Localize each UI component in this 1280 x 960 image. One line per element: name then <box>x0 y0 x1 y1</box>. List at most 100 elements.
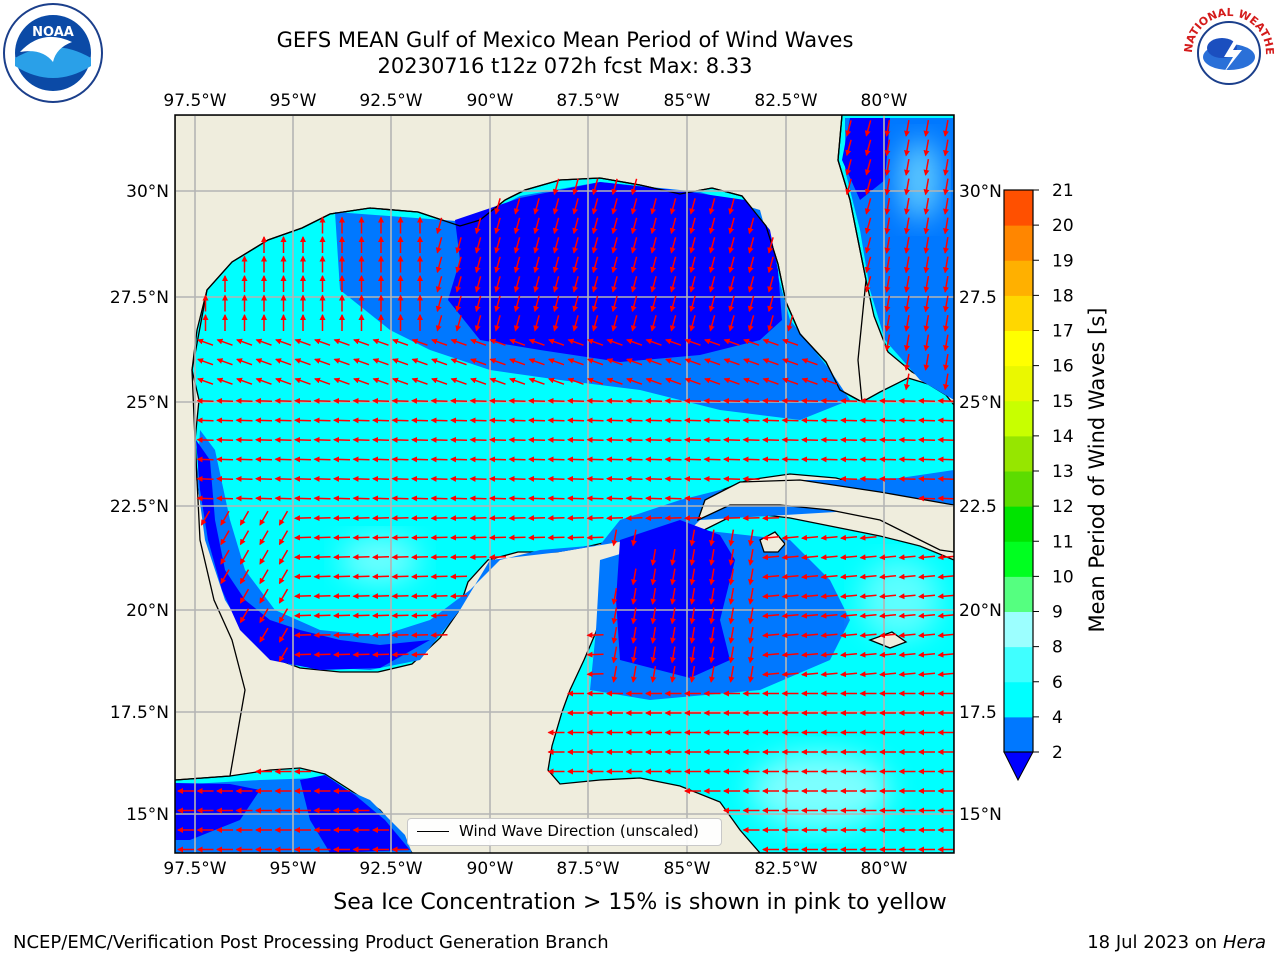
wave-direction-arrow <box>898 612 916 619</box>
wave-direction-arrow <box>430 456 448 463</box>
wave-direction-arrow <box>469 397 487 404</box>
lon-tick-bottom-1: 95°W <box>270 859 317 879</box>
wave-direction-arrow <box>747 295 755 313</box>
wave-direction-arrow <box>723 377 740 385</box>
wave-direction-arrow <box>352 397 370 404</box>
wave-direction-arrow <box>372 651 390 658</box>
wave-direction-arrow <box>372 632 390 639</box>
wave-direction-arrow <box>723 515 741 522</box>
wave-direction-arrow <box>313 534 331 541</box>
wave-direction-arrow <box>313 436 331 443</box>
wave-direction-arrow <box>220 510 230 526</box>
wave-direction-arrow <box>884 295 891 313</box>
wave-direction-arrow <box>255 475 273 482</box>
wave-direction-arrow <box>728 276 735 293</box>
wave-direction-arrow <box>859 671 877 678</box>
wave-direction-arrow <box>898 456 916 463</box>
wave-direction-arrow <box>703 417 721 424</box>
wave-direction-arrow <box>567 377 584 385</box>
wave-direction-arrow <box>664 495 682 502</box>
wave-direction-arrow <box>591 256 599 274</box>
chart-title: GEFS MEAN Gulf of Mexico Mean Period of … <box>276 28 854 52</box>
wave-direction-arrow <box>469 475 487 482</box>
wave-direction-arrow <box>591 198 599 215</box>
colorbar-tick-label: 8 <box>1052 638 1063 658</box>
wave-direction-arrow <box>742 456 760 463</box>
wave-direction-arrow <box>586 651 604 658</box>
wave-direction-arrow <box>864 159 872 176</box>
wave-direction-arrow <box>586 456 604 463</box>
wave-direction-arrow <box>259 627 269 643</box>
wave-direction-arrow <box>625 495 643 502</box>
wave-direction-arrow <box>591 295 599 313</box>
wave-direction-arrow <box>937 417 954 424</box>
wave-direction-arrow <box>606 515 624 522</box>
wave-direction-arrow <box>567 417 585 424</box>
wave-direction-arrow <box>606 475 624 482</box>
lat-tick-right-1: 27.5 <box>959 288 997 308</box>
wave-direction-arrow <box>450 495 468 502</box>
wave-direction-arrow <box>411 377 428 385</box>
wave-direction-arrow <box>430 397 448 404</box>
wave-direction-arrow <box>742 436 760 443</box>
lat-tick-left-2: 25°N <box>126 393 169 413</box>
wave-direction-arrow <box>450 338 467 346</box>
wave-direction-arrow <box>333 515 351 522</box>
wave-direction-arrow <box>587 338 604 346</box>
wave-direction-arrow <box>898 593 916 600</box>
colorbar-segment <box>1004 471 1033 507</box>
wave-direction-arrow <box>431 377 448 385</box>
wave-direction-arrow <box>879 417 897 424</box>
wave-direction-arrow <box>489 456 507 463</box>
wave-direction-arrow <box>670 626 676 644</box>
wave-direction-arrow <box>845 139 852 157</box>
wave-direction-arrow <box>611 626 618 644</box>
wave-direction-arrow <box>333 417 351 424</box>
wave-direction-arrow <box>430 515 448 522</box>
wave-direction-arrow <box>782 338 799 346</box>
wave-direction-arrow <box>513 217 521 235</box>
wave-direction-arrow <box>708 198 716 215</box>
wave-direction-arrow <box>703 456 721 463</box>
wave-direction-arrow <box>708 256 716 274</box>
wave-direction-arrow <box>879 632 897 639</box>
wave-direction-arrow <box>898 651 916 658</box>
wave-direction-arrow <box>278 549 289 565</box>
wave-direction-arrow <box>352 612 370 619</box>
wave-direction-arrow <box>747 256 755 274</box>
wave-direction-arrow <box>918 397 936 404</box>
wave-direction-arrow <box>611 178 618 196</box>
wave-direction-arrow <box>333 554 351 561</box>
wave-direction-arrow <box>781 397 799 404</box>
wave-direction-arrow <box>239 588 250 604</box>
wave-direction-arrow <box>313 515 331 522</box>
wave-direction-arrow <box>236 358 253 366</box>
wave-direction-arrow <box>606 397 624 404</box>
wave-direction-arrow <box>650 587 657 605</box>
lat-tick-right-6: 15°N <box>959 805 1002 825</box>
wave-direction-arrow <box>352 475 370 482</box>
wave-direction-arrow <box>762 671 780 678</box>
wave-direction-arrow <box>294 456 312 463</box>
wave-direction-arrow <box>689 315 696 332</box>
wave-direction-arrow <box>943 353 949 371</box>
wave-direction-arrow <box>898 475 916 482</box>
wave-direction-arrow <box>820 612 838 619</box>
wave-direction-arrow <box>918 671 936 678</box>
wave-direction-arrow <box>767 315 774 332</box>
wave-direction-arrow <box>762 515 780 522</box>
wave-direction-arrow <box>508 534 526 541</box>
wave-direction-arrow <box>489 436 507 443</box>
wave-direction-arrow <box>879 671 897 678</box>
wave-direction-arrow <box>630 295 638 313</box>
wave-direction-arrow <box>294 377 311 385</box>
wave-direction-arrow <box>372 338 389 346</box>
wave-direction-arrow <box>650 237 657 254</box>
wave-direction-arrow <box>708 276 716 293</box>
wave-direction-arrow <box>840 397 858 404</box>
wave-direction-arrow <box>255 377 272 385</box>
colorbar-tick-label: 19 <box>1052 251 1074 271</box>
wave-direction-arrow <box>879 573 897 580</box>
lon-tick-bottom-3: 90°W <box>467 859 514 879</box>
wave-direction-arrow <box>723 436 741 443</box>
